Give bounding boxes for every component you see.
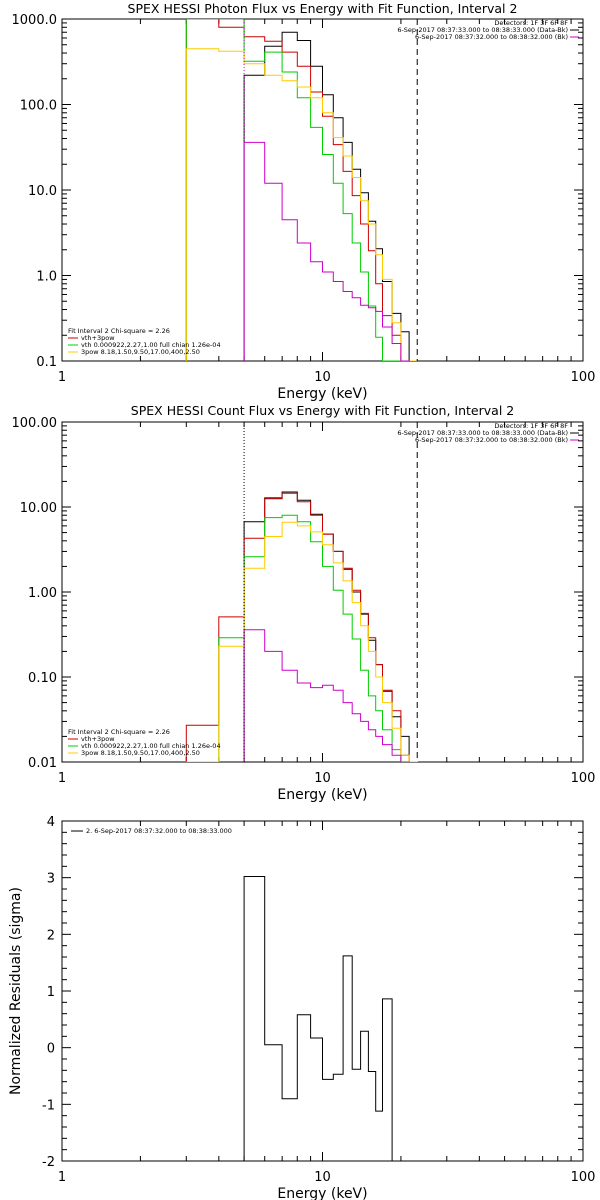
y-tick-label: 0.10 [28, 671, 57, 686]
legend-fit-info: Fit Interval 2 Chi-square = 2.26 [68, 728, 170, 736]
series-line-3pow [185, 48, 418, 361]
legend-entry: vth+3pow [81, 334, 115, 342]
legend-entry: vth 0.000922,2.27,1.00 full chian 1.26e-… [81, 742, 221, 750]
x-tick-label: 10 [314, 370, 331, 385]
y-tick-label: 1 [47, 985, 55, 1000]
series-line-bk [243, 629, 410, 762]
plot-frame [61, 820, 584, 1162]
series-line-bk [243, 141, 410, 361]
legend-top-right-entry: Detectors: 1F 3F 6F 8F [494, 422, 568, 430]
x-tick-label: 100 [571, 370, 596, 385]
x-axis-label: Energy (keV) [277, 386, 367, 402]
legend-top-right-entry: 6-Sep-2017 08:37:32.000 to 08:38:32.000 … [415, 436, 568, 444]
y-tick-label: 100.0 [20, 99, 57, 114]
y-tick-label: 4 [47, 815, 55, 830]
y-tick-label: 2 [47, 928, 55, 943]
plot-frame [61, 421, 584, 763]
chart-title: SPEX HESSI Count Flux vs Energy with Fit… [131, 403, 514, 418]
x-tick-label: 100 [571, 1170, 596, 1185]
x-tick-label: 10 [314, 1170, 331, 1185]
x-axis-label: Energy (keV) [277, 787, 367, 803]
y-tick-label: 1.00 [28, 586, 57, 601]
legend-top-right-entry: 6-Sep-2017 08:37:32.000 to 08:38:32.000 … [415, 33, 568, 41]
y-tick-label: 10.0 [28, 184, 57, 199]
chart-title: SPEX HESSI Photon Flux vs Energy with Fi… [128, 1, 518, 16]
series-line-3pow [185, 521, 418, 762]
series-line-vth [185, 19, 402, 361]
y-tick-label: 1.0 [36, 270, 57, 285]
y-tick-label: -1 [42, 1098, 55, 1113]
y-tick-label: 3 [47, 872, 55, 887]
series-line-vth-3pow [185, 19, 402, 361]
x-tick-label: 1 [58, 771, 66, 786]
y-tick-label: 1000.0 [12, 13, 58, 28]
y-tick-label: 10.00 [20, 501, 57, 516]
y-tick-label: 0 [47, 1042, 55, 1057]
y-tick-label: 0.01 [28, 756, 57, 771]
legend-top-right-entry: 6-Sep-2017 08:37:33.000 to 08:38:33.000 … [397, 26, 568, 34]
legend-entry: vth+3pow [81, 735, 115, 743]
series-line-data-bk [243, 491, 410, 762]
x-tick-label: 1 [58, 1170, 66, 1185]
x-tick-label: 100 [571, 771, 596, 786]
legend-entry: 3pow 8.18,1.50,9.50,17.00,400,2.50 [81, 749, 200, 757]
series-line-data-bk [243, 31, 410, 361]
y-tick-label: 0.1 [36, 355, 57, 370]
legend-entry: vth 0.000922,2.27,1.00 full chian 1.26e-… [81, 341, 221, 349]
y-axis-label: Normalized Residuals (sigma) [8, 887, 24, 1095]
series-line-vth [185, 514, 418, 762]
legend-top-right-entry: 6-Sep-2017 08:37:33.000 to 08:38:33.000 … [397, 429, 568, 437]
legend-entry: 3pow 8.18,1.50,9.50,17.00,400,2.50 [81, 348, 200, 356]
legend-fit-info: Fit Interval 2 Chi-square = 2.26 [68, 327, 170, 335]
y-tick-label: 100.00 [12, 416, 58, 431]
x-axis-label: Energy (keV) [277, 1186, 367, 1200]
series-line-2- [243, 876, 393, 1161]
legend-entry: 2. 6-Sep-2017 08:37:32.000 to 08:38:33.0… [86, 827, 232, 835]
x-tick-label: 1 [58, 370, 66, 385]
y-tick-label: -2 [42, 1155, 55, 1170]
legend-top-right-entry: Detectors: 1F 3F 6F 8F [494, 19, 568, 27]
x-tick-label: 10 [314, 771, 331, 786]
